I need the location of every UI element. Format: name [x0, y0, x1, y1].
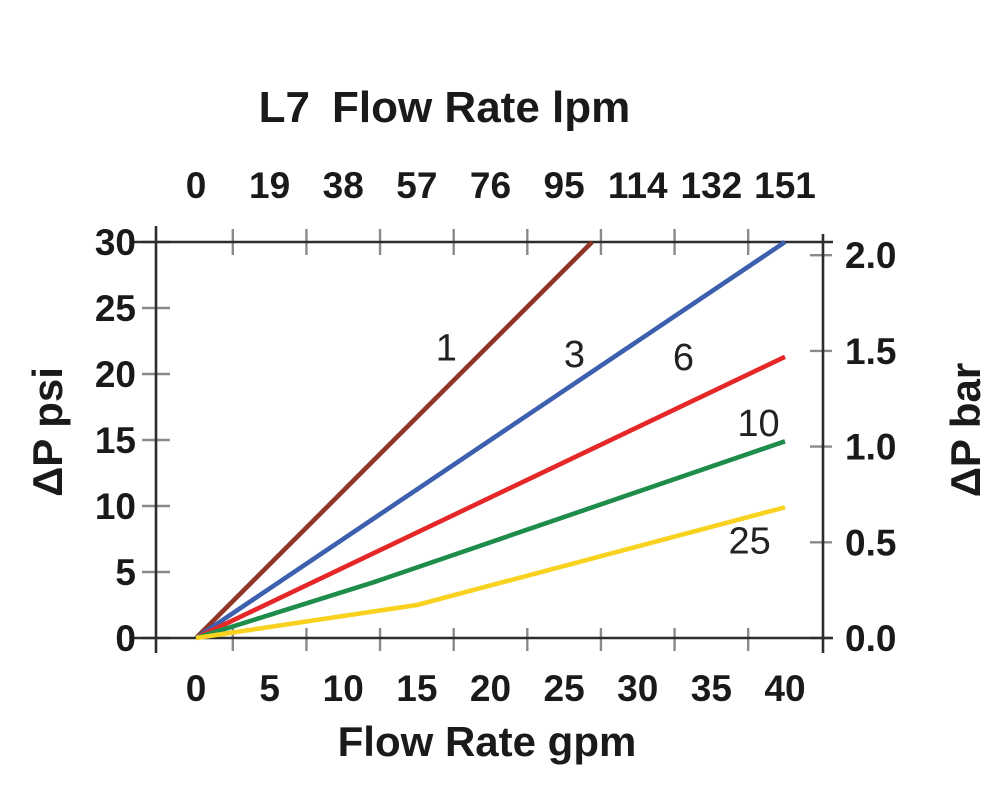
chart-title-model: L7 — [259, 83, 310, 132]
series-line-3 — [194, 240, 787, 640]
left-axis-tick-label: 30 — [95, 222, 136, 263]
top-axis-tick-label: 114 — [608, 165, 668, 206]
top-axis-tick-label: 151 — [754, 165, 816, 206]
series-line-6 — [195, 354, 786, 641]
top-axis-tick-label: 0 — [186, 165, 207, 206]
top-axis-tick-label: 95 — [544, 165, 585, 206]
left-axis-tick-label: 20 — [95, 354, 136, 395]
top-axis-tick-label: 38 — [323, 165, 364, 206]
right-axis-title: ΔP bar — [942, 363, 989, 497]
top-axis-tick-label: 76 — [470, 165, 511, 206]
series-line-25 — [195, 505, 786, 641]
left-axis-title: ΔP psi — [24, 367, 71, 497]
bottom-axis-tick-label: 15 — [396, 668, 437, 709]
series-line-1 — [194, 240, 594, 640]
series-label-6: 6 — [673, 337, 694, 379]
chart-title-top-axis-label: Flow Rate lpm — [332, 83, 630, 132]
bottom-axis-tick-label: 0 — [186, 668, 207, 709]
series-label-3: 3 — [564, 334, 585, 376]
left-axis-tick-label: 0 — [115, 618, 136, 659]
bottom-axis-tick-label: 10 — [323, 668, 364, 709]
bottom-axis-tick-label: 5 — [259, 668, 280, 709]
series-label-25: 25 — [729, 520, 771, 562]
top-axis-tick-label: 132 — [681, 165, 743, 206]
bottom-axis-tick-label: 25 — [544, 668, 585, 709]
top-axis-tick-label: 19 — [249, 165, 290, 206]
right-axis-tick-label: 0.0 — [845, 618, 896, 659]
left-axis-tick-label: 25 — [95, 288, 136, 329]
bottom-axis-tick-label: 35 — [691, 668, 732, 709]
left-axis-tick-label: 10 — [95, 486, 136, 527]
bottom-axis-title: Flow Rate gpm — [338, 718, 637, 765]
top-axis-tick-label: 57 — [396, 165, 437, 206]
right-axis-tick-label: 0.5 — [845, 522, 896, 563]
bottom-axis-tick-label: 30 — [617, 668, 658, 709]
left-axis-tick-label: 5 — [115, 552, 136, 593]
series-label-10: 10 — [737, 403, 779, 445]
right-axis-tick-label: 1.5 — [845, 331, 896, 372]
bottom-axis-tick-label: 20 — [470, 668, 511, 709]
series-label-1: 1 — [436, 328, 457, 370]
bottom-axis-tick-label: 40 — [764, 668, 805, 709]
right-axis-tick-label: 2.0 — [845, 235, 896, 276]
right-axis-tick-label: 1.0 — [845, 427, 896, 468]
left-axis-tick-label: 15 — [95, 420, 136, 461]
series-line-10 — [195, 439, 786, 641]
